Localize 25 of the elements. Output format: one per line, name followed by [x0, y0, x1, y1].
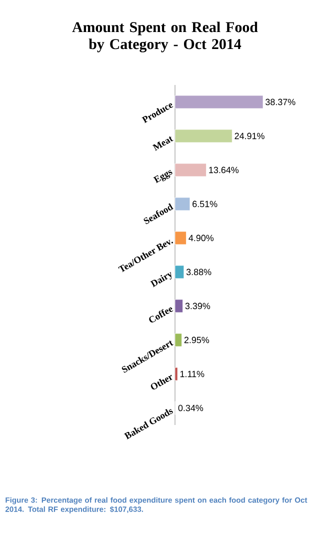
bar [174, 95, 264, 109]
y-tick-label: Meat [152, 136, 174, 151]
bar [174, 197, 190, 211]
y-tick-label: Eggs [153, 170, 172, 184]
bar [174, 265, 184, 279]
chart-title: Amount Spent on Real Food by Category - Oct 2014 [72, 22, 258, 52]
data-label: 38.37% [266, 98, 296, 106]
data-label: 4.90% [188, 234, 214, 242]
bar [174, 367, 178, 381]
data-label: 1.11% [180, 370, 204, 378]
data-label: 3.88% [186, 268, 212, 276]
bar [174, 231, 186, 245]
data-label: 24.91% [234, 132, 264, 140]
data-label: 13.64% [209, 166, 239, 174]
data-label: 3.39% [185, 302, 210, 310]
y-tick-label: Other [150, 374, 172, 390]
bar [174, 129, 232, 143]
y-tick-label: Dairy [150, 272, 172, 288]
bar [174, 333, 182, 347]
data-label: 0.34% [178, 404, 204, 412]
data-label: 2.95% [184, 336, 210, 344]
y-tick-label: Coffee [149, 307, 174, 323]
bar [174, 163, 206, 177]
bar [174, 299, 183, 313]
data-label: 6.51% [192, 200, 218, 208]
